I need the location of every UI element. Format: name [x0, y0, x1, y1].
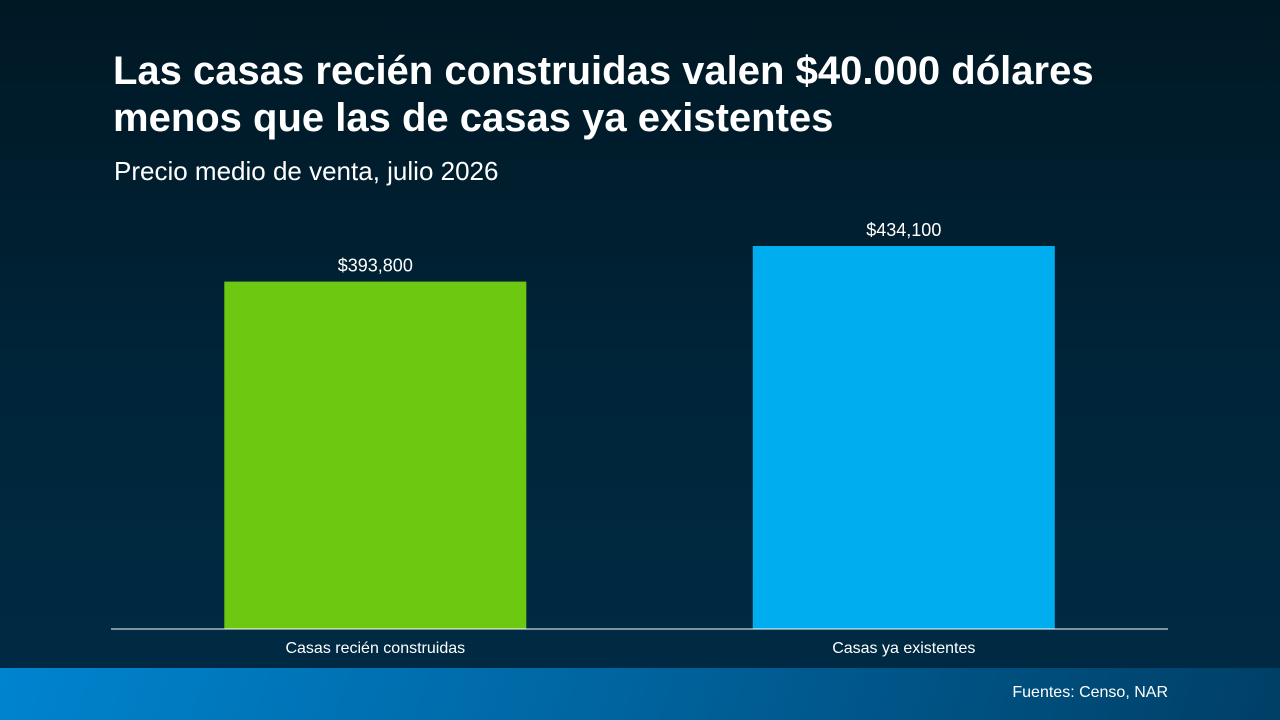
data-label-1: $393,800	[338, 256, 413, 276]
category-label-1: Casas recién construidas	[285, 640, 465, 657]
source-note: Fuentes: Censo, NAR	[1012, 684, 1168, 701]
bar-chart: $393,800 Casas recién construidas $434,100…	[224, 220, 1055, 657]
bar-1	[224, 281, 527, 629]
data-label-2: $434,100	[866, 220, 941, 240]
bar-2	[752, 246, 1055, 629]
chart-subtitle: Precio medio de venta, julio 2026	[114, 156, 499, 186]
category-label-2: Casas ya existentes	[832, 640, 975, 657]
chart-title: Las casas recién construidas valen $40.0…	[113, 49, 1094, 140]
footer-bar: Fuentes: Censo, NAR	[0, 668, 1280, 720]
bars-group: $393,800 Casas recién construidas $434,100…	[224, 220, 1055, 657]
